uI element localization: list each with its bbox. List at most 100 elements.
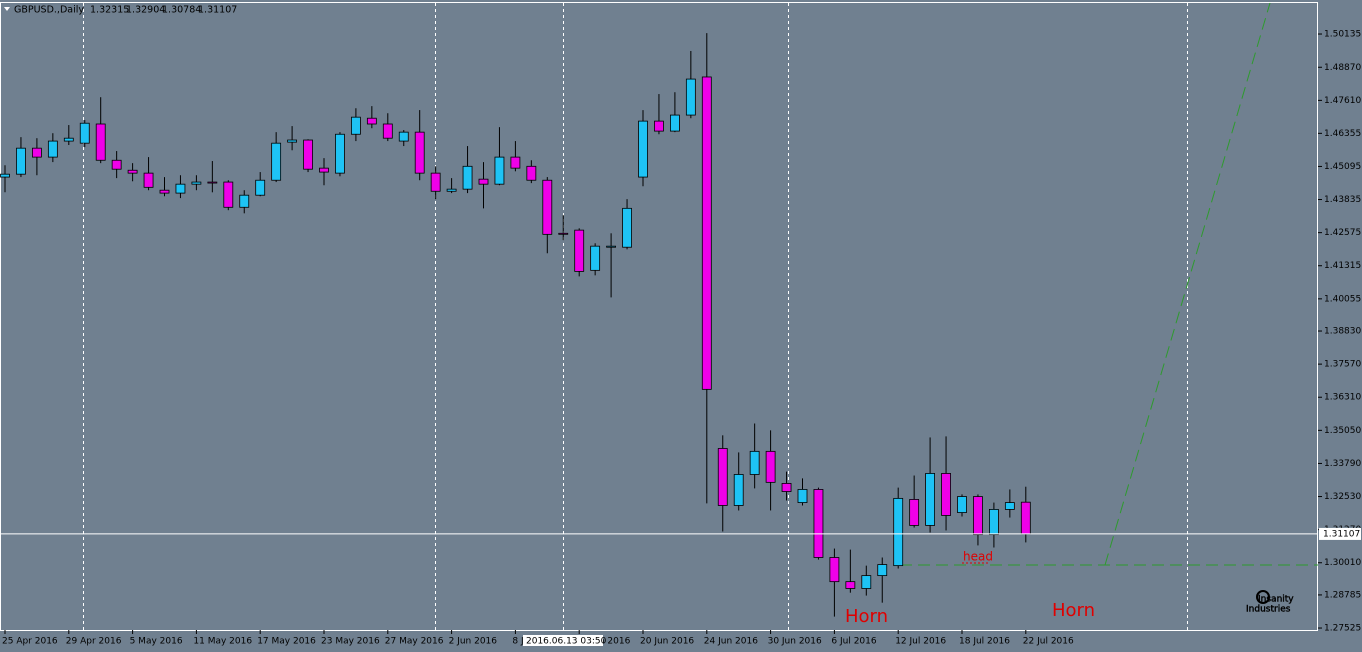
candle-body	[845, 581, 856, 589]
candle-body	[717, 448, 728, 506]
y-tick-label: 1.45095	[1324, 162, 1361, 172]
candle-body	[303, 139, 313, 170]
candle-body	[654, 120, 664, 132]
x-tick-label: 18 Jul 2016	[959, 637, 1010, 647]
candle-body	[813, 489, 824, 558]
candle-body	[877, 564, 888, 577]
candle-body	[638, 120, 648, 178]
x-tick-label: 23 May 2016	[321, 637, 380, 647]
y-tick-label: 1.36310	[1324, 393, 1361, 403]
annotation: head	[963, 550, 993, 564]
candles	[0, 33, 1031, 617]
candle-body	[685, 78, 696, 116]
candle-body	[127, 169, 138, 174]
header-close: 1.31107	[198, 5, 237, 16]
x-tick-label: 6 Jul 2016	[831, 637, 876, 647]
watermark: Industries	[1246, 605, 1291, 615]
candle-body	[207, 181, 218, 184]
candle-body	[558, 232, 569, 235]
candle-body	[446, 188, 457, 192]
header-high: 1.32904	[126, 5, 165, 16]
separators	[83, 3, 1188, 630]
candle-body	[925, 473, 935, 526]
x-tick-label: 14 Jun 2016	[576, 637, 630, 647]
y-tick-label: 1.38830	[1324, 327, 1361, 337]
y-tick-label: 1.27525	[1324, 624, 1361, 634]
y-tick-label: 1.32530	[1324, 492, 1361, 502]
candle-body	[319, 167, 329, 173]
candle-body	[478, 178, 489, 185]
candle-body	[749, 450, 760, 475]
x-tick-label: 29 Apr 2016	[66, 637, 122, 647]
candle-body	[510, 156, 521, 169]
candle-body	[335, 133, 345, 174]
candle-body	[271, 142, 282, 181]
x-tick-label: 2 Jun 2016	[449, 637, 498, 647]
y-tick-label: 1.41315	[1324, 261, 1361, 271]
logo-mark	[1256, 590, 1270, 604]
x-tick-label: 24 Jun 2016	[704, 637, 758, 647]
candle-body	[606, 245, 616, 248]
annotation: Horn	[845, 606, 888, 627]
header-open: 1.32315	[90, 5, 129, 16]
candle-body	[95, 123, 106, 161]
candle-body	[941, 473, 951, 516]
candle-body	[973, 496, 983, 536]
candle-body	[255, 179, 266, 196]
candle-body	[733, 474, 744, 506]
candle-body	[366, 117, 377, 125]
candle-body	[382, 123, 393, 139]
candle-body	[159, 189, 170, 194]
candle-body	[47, 140, 58, 158]
plot-frame	[0, 2, 1318, 631]
candle-body	[701, 76, 712, 390]
current-price-box	[1319, 527, 1361, 540]
symbol-title: GBPUSD.,Daily	[14, 5, 84, 16]
candle-body	[670, 114, 680, 132]
candle-body	[1004, 502, 1015, 510]
x-tick-label: 12 Jul 2016	[895, 637, 946, 647]
y-tick-label: 1.46355	[1324, 129, 1361, 139]
candle-body	[622, 207, 632, 248]
candle-body	[175, 183, 186, 194]
crosshair-box	[523, 635, 603, 646]
candle-body	[526, 165, 537, 181]
candle-body	[861, 575, 872, 589]
candle-body	[989, 509, 999, 536]
x-tick-label: 30 Jun 2016	[768, 637, 822, 647]
y-tick-label: 1.30010	[1324, 558, 1361, 568]
y-tick-label: 1.43835	[1324, 195, 1361, 205]
candle-body	[32, 147, 42, 158]
x-tick-label: 25 Apr 2016	[2, 637, 58, 647]
trend-line	[1104, 2, 1271, 566]
x-tick-label: 17 May 2016	[257, 637, 316, 647]
candle-body	[239, 194, 250, 208]
header-low: 1.30784	[162, 5, 201, 16]
candle-body	[191, 181, 202, 185]
candle-body	[765, 450, 776, 483]
y-tick-label: 1.42575	[1324, 228, 1361, 238]
watermark: Insanity	[1258, 595, 1294, 605]
candle-body	[1020, 501, 1031, 535]
y-tick-label: 1.35050	[1324, 426, 1361, 436]
candle-body	[909, 499, 920, 526]
candle-body	[350, 116, 361, 135]
candle-body	[287, 139, 298, 143]
x-tick-label: 20 Jun 2016	[640, 637, 694, 647]
candle-body	[63, 137, 74, 142]
candle-body	[797, 489, 808, 503]
candle-body	[0, 173, 10, 178]
candle-body	[16, 147, 26, 175]
menu-arrow[interactable]	[4, 7, 10, 11]
x-tick-label: 5 May 2016	[130, 637, 183, 647]
candle-body	[590, 245, 601, 271]
y-tick-label: 1.40055	[1324, 294, 1361, 304]
candle-body	[781, 483, 792, 492]
annotation: Horn	[1052, 600, 1095, 621]
x-tick-label: 22 Jul 2016	[1023, 637, 1074, 647]
crosshair-label: 2016.06.13 03:50	[526, 637, 607, 647]
candle-body	[223, 181, 234, 208]
candle-body	[829, 557, 840, 583]
